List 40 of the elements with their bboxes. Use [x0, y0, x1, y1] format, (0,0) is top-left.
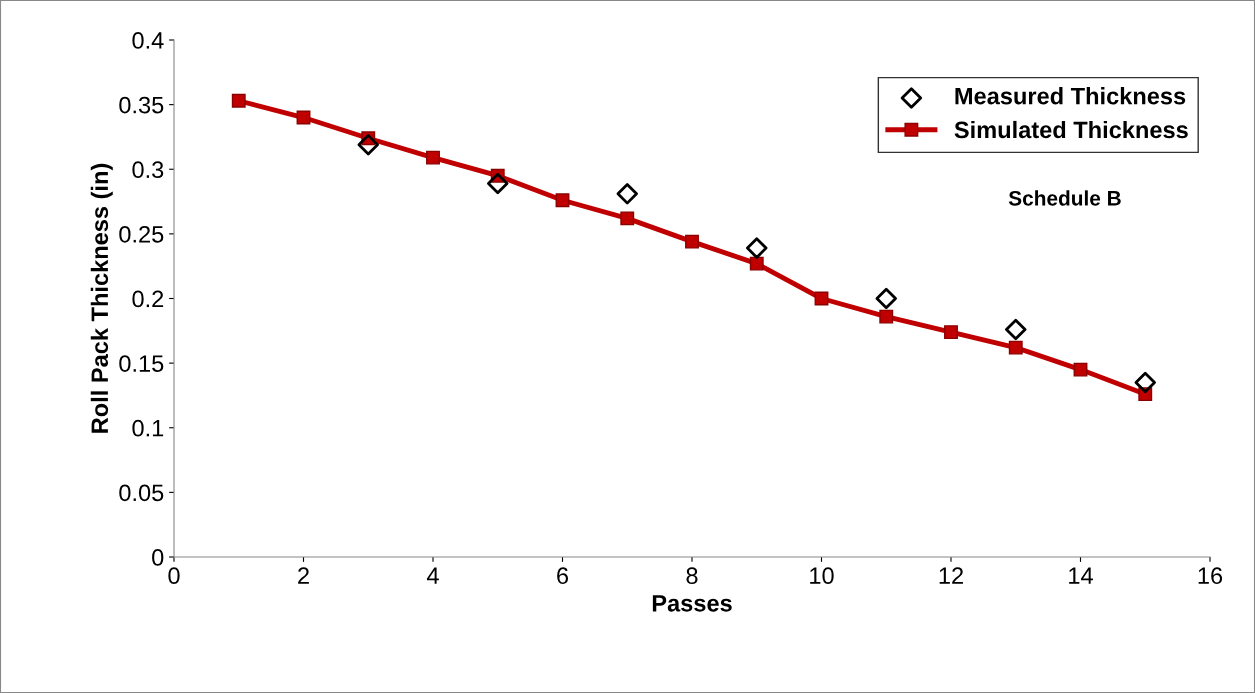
y-tick-label: 0.25 — [119, 225, 164, 243]
y-tick-label: 0.1 — [132, 419, 164, 437]
point — [555, 193, 570, 208]
x-tick-label: 2 — [298, 567, 309, 584]
point — [231, 93, 246, 108]
y-tick-label: 0.05 — [119, 484, 164, 502]
legend-label: Measured Thickness — [955, 87, 1186, 105]
x-tick-label: 4 — [426, 567, 439, 584]
x-axis-title: Passes — [652, 595, 732, 612]
y-axis-title: Roll Pack Thickness (in) — [90, 163, 113, 433]
point — [1005, 318, 1027, 341]
point — [357, 133, 379, 156]
y-tick-label: 0.3 — [132, 161, 164, 179]
point — [746, 237, 768, 259]
x-tick-label: 10 — [810, 567, 834, 585]
y-tick-label: 0.35 — [119, 96, 164, 114]
point — [487, 172, 509, 195]
point — [1073, 362, 1088, 377]
legend-label: Simulated Thickness — [954, 120, 1188, 139]
y-tick-label: 0.2 — [132, 290, 164, 308]
point — [685, 234, 699, 249]
x-tick-label: 16 — [1198, 567, 1223, 585]
point — [875, 287, 897, 310]
point — [1134, 371, 1156, 394]
point — [944, 325, 958, 340]
x-tick-label: 8 — [686, 567, 698, 585]
point — [616, 183, 638, 205]
point — [426, 150, 440, 165]
x-tick-label: 6 — [557, 567, 569, 585]
point — [879, 309, 894, 324]
x-tick-label: 0 — [168, 567, 180, 585]
x-tick-label: 14 — [1069, 567, 1093, 584]
y-tick-label: 0.15 — [119, 355, 164, 372]
y-tick-label: 0.4 — [132, 32, 164, 49]
x-tick-label: 12 — [939, 567, 963, 584]
annotation: Schedule B — [1008, 190, 1121, 206]
point — [1008, 340, 1023, 355]
point — [620, 211, 635, 226]
point — [749, 256, 764, 271]
y-tick-label: 0 — [152, 549, 164, 566]
